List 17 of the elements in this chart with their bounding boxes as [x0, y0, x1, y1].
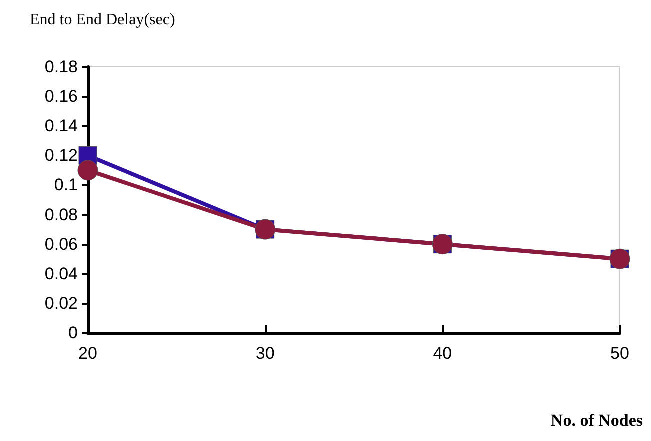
y-tick-label: 0 [68, 324, 78, 342]
x-tick-label: 20 [78, 344, 98, 363]
x-tick-label: 50 [610, 344, 630, 363]
x-axis-title: No. of Nodes [550, 411, 644, 430]
y-tick-label: 0.06 [44, 234, 78, 254]
y-tick-label: 0.18 [44, 58, 78, 76]
y-tick-label: 0.04 [44, 264, 78, 284]
point [78, 160, 98, 181]
x-tick-label: 30 [256, 344, 275, 363]
y-tick-label: 0.12 [44, 146, 78, 166]
y-tick-label: 0.02 [44, 294, 78, 313]
y-axis-title: End to End Delay(sec) [30, 12, 176, 28]
y-tick-label: 0.1 [54, 176, 78, 195]
x-tick-label: 40 [433, 344, 452, 363]
y-tick-label: 0.14 [44, 116, 78, 136]
y-tick-label: 0.08 [44, 205, 78, 224]
y-tick-label: 0.16 [44, 87, 78, 106]
